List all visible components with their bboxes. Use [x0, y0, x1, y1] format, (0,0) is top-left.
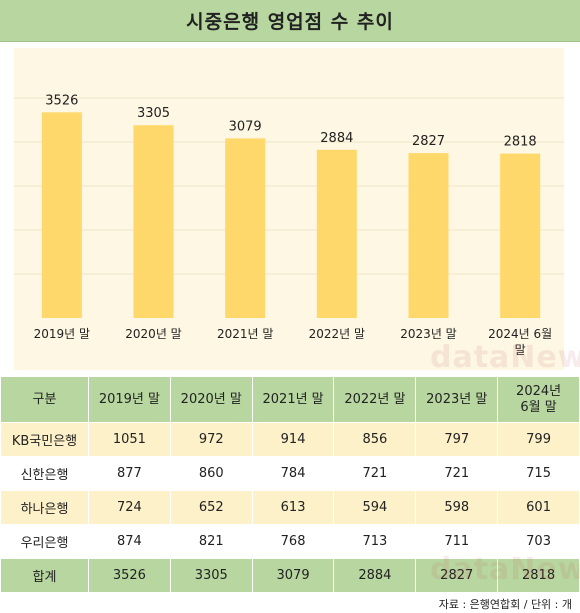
- bar-4: [408, 153, 449, 318]
- table-cell: 3305: [169, 558, 253, 593]
- header-cell-2020: 2020년 말: [169, 376, 253, 423]
- bar-value-label: 2827: [412, 134, 445, 149]
- table-row: 하나은행 724 652 613 594 598 601: [0, 490, 580, 525]
- bar-2: [225, 138, 266, 318]
- table-cell: 1051: [88, 422, 171, 457]
- table-cell: 797: [415, 422, 499, 457]
- table-cell: 2827: [415, 558, 499, 593]
- bar-3: [316, 149, 357, 318]
- table-cell: 784: [251, 456, 335, 491]
- table-cell: 3079: [251, 558, 335, 593]
- row-label: 우리은행: [0, 524, 89, 559]
- table-cell: 856: [333, 422, 417, 457]
- row-label: KB국민은행: [0, 422, 89, 457]
- table-cell: 877: [88, 456, 171, 491]
- table-cell: 715: [497, 456, 580, 491]
- table-cell: 594: [333, 490, 417, 525]
- bar-value-label: 3305: [137, 106, 170, 121]
- table-cell: 2884: [333, 558, 417, 593]
- bar-chart: 3526 2019년 말 3305 2020년 말 3079 2021년 말 2884 202…: [14, 93, 564, 357]
- category-label: 2020년 말: [125, 327, 181, 341]
- table-row: KB국민은행 1051 972 914 856 797 799: [0, 422, 580, 457]
- category-label: 2023년 말: [400, 327, 456, 341]
- table-cell: 703: [497, 524, 580, 559]
- table-cell: 768: [251, 524, 335, 559]
- source-note: 자료 : 은행연합회 / 단위 : 개: [438, 598, 572, 611]
- bar-value-label: 3526: [45, 93, 78, 108]
- table-row: 우리은행 874 821 768 713 711 703: [0, 524, 580, 559]
- table-total-row: 합계 3526 3305 3079 2884 2827 2818: [0, 558, 580, 593]
- table-cell: 721: [415, 456, 499, 491]
- category-label: 2021년 말: [217, 327, 273, 341]
- table-cell: 721: [333, 456, 417, 491]
- header-cell-2021: 2021년 말: [251, 376, 335, 423]
- table-cell: 914: [251, 422, 335, 457]
- header-cell-2022: 2022년 말: [333, 376, 417, 423]
- table-cell: 860: [169, 456, 253, 491]
- bar-0: [41, 112, 82, 319]
- header-cell-2019: 2019년 말: [88, 376, 171, 423]
- chart-panel: 3526 2019년 말 3305 2020년 말 3079 2021년 말 2884 202…: [14, 48, 564, 370]
- header-cell-2023: 2023년 말: [415, 376, 499, 423]
- table-cell: 652: [169, 490, 253, 525]
- bar-value-label: 2818: [504, 135, 537, 150]
- category-label: 2024년 6월 말: [488, 327, 552, 357]
- category-label: 2019년 말: [34, 327, 90, 341]
- bar-value-label: 2884: [320, 131, 353, 146]
- table-cell: 972: [169, 422, 253, 457]
- header-cell-category: 구분: [0, 376, 89, 423]
- table-cell: 874: [88, 524, 171, 559]
- category-label: 2022년 말: [309, 327, 365, 341]
- bar-1: [133, 125, 174, 319]
- row-label: 합계: [0, 558, 89, 593]
- table-cell: 613: [251, 490, 335, 525]
- row-label: 하나은행: [0, 490, 89, 525]
- chart-title: 시중은행 영업점 수 추이: [186, 11, 394, 33]
- bar-value-label: 3079: [229, 119, 262, 134]
- table-header-row: 구분 2019년 말 2020년 말 2021년 말 2022년 말 2023년…: [0, 376, 580, 423]
- row-label: 신한은행: [0, 456, 89, 491]
- table-cell: 2818: [497, 558, 580, 593]
- header-cell-2024-06: 2024년 6월 말: [497, 376, 580, 423]
- table-cell: 799: [497, 422, 580, 457]
- bar-5: [500, 153, 541, 318]
- table-cell: 598: [415, 490, 499, 525]
- table-cell: 3526: [88, 558, 171, 593]
- table-cell: 601: [497, 490, 580, 525]
- table-cell: 711: [415, 524, 499, 559]
- table-cell: 821: [169, 524, 253, 559]
- table-cell: 724: [88, 490, 171, 525]
- table-row: 신한은행 877 860 784 721 721 715: [0, 456, 580, 491]
- table-cell: 713: [333, 524, 417, 559]
- branch-table: 구분 2019년 말 2020년 말 2021년 말 2022년 말 2023년…: [0, 376, 580, 593]
- title-bar: 시중은행 영업점 수 추이: [0, 0, 580, 42]
